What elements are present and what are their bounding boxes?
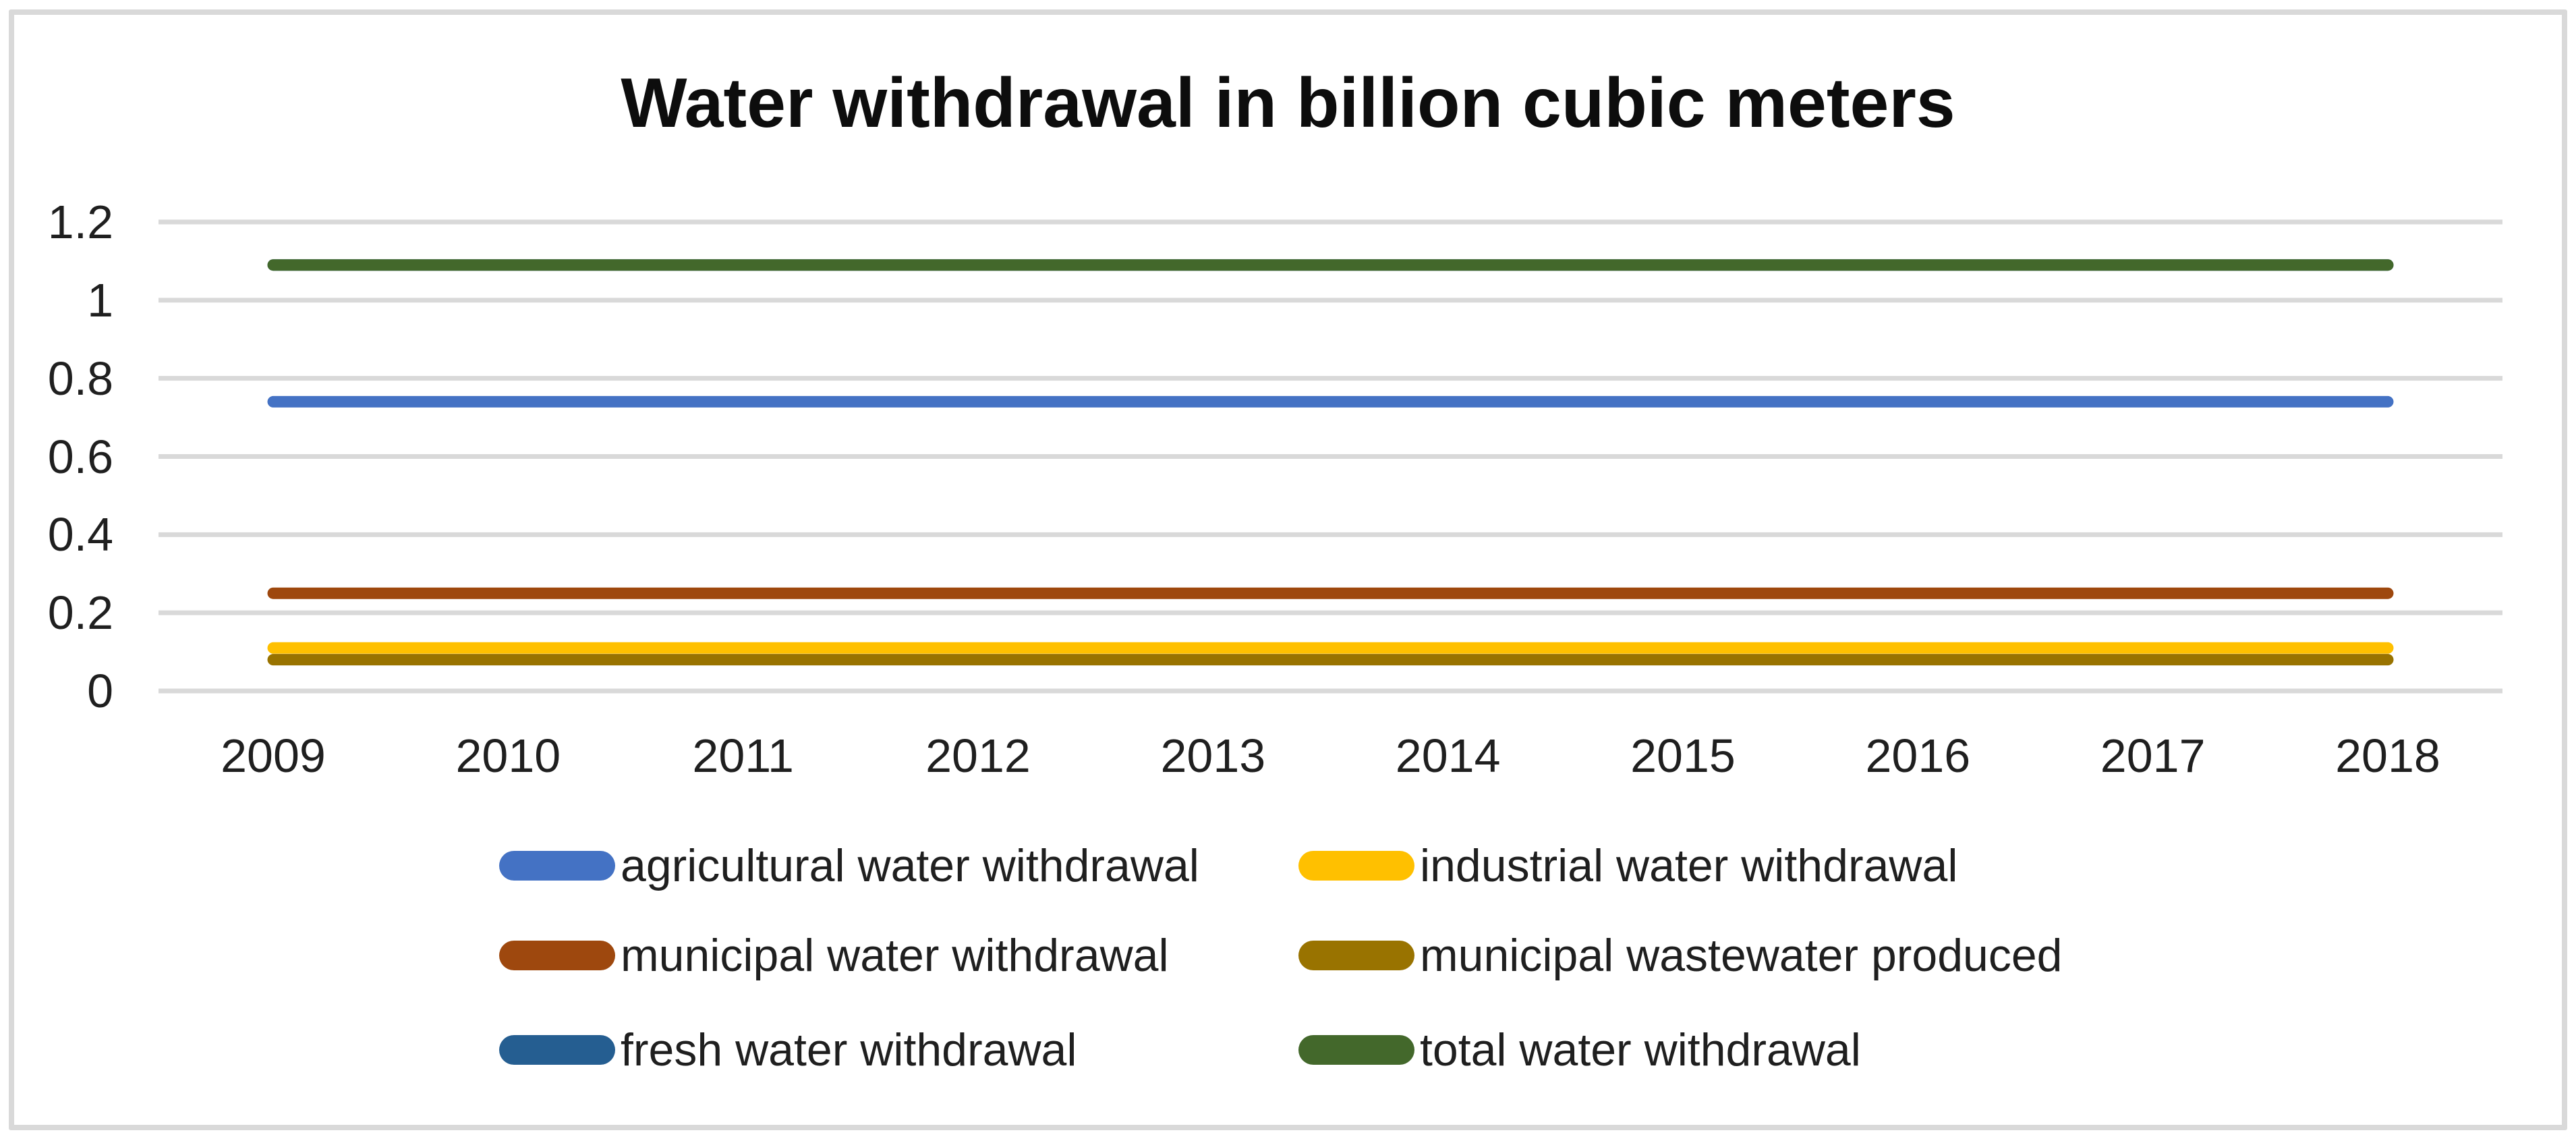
legend-swatch-total bbox=[1298, 1035, 1414, 1065]
legend-item: agricultural water withdrawal bbox=[499, 840, 1199, 891]
legend-label: municipal water withdrawal bbox=[621, 930, 1169, 981]
legend-label: industrial water withdrawal bbox=[1420, 840, 1958, 891]
chart-border-frame bbox=[9, 9, 2567, 1130]
x-tick-label-2016: 2016 bbox=[1865, 729, 1971, 782]
legend-label: fresh water withdrawal bbox=[621, 1024, 1077, 1076]
x-tick-label-2011: 2011 bbox=[692, 729, 794, 782]
y-tick-label-0: 0 bbox=[87, 665, 113, 717]
y-tick-label-0.6: 0.6 bbox=[47, 430, 113, 483]
x-tick-label-2014: 2014 bbox=[1395, 729, 1501, 782]
legend-item: industrial water withdrawal bbox=[1298, 840, 1958, 891]
chart-title: Water withdrawal in billion cubic meters bbox=[621, 64, 1955, 142]
y-tick-label-0.4: 0.4 bbox=[47, 508, 113, 561]
legend-swatch-wastewater bbox=[1298, 941, 1414, 970]
x-tick-label-2009: 2009 bbox=[221, 729, 326, 782]
x-tick-label-2010: 2010 bbox=[455, 729, 561, 782]
x-tick-label-2012: 2012 bbox=[925, 729, 1031, 782]
legend-swatch-industrial bbox=[1298, 851, 1414, 881]
legend-item: fresh water withdrawal bbox=[499, 1024, 1077, 1076]
legend-swatch-agricultural bbox=[499, 851, 615, 881]
y-tick-label-1: 1 bbox=[87, 273, 113, 327]
legend-label: total water withdrawal bbox=[1420, 1024, 1861, 1076]
x-tick-label-2015: 2015 bbox=[1630, 729, 1736, 782]
legend-label: municipal wastewater produced bbox=[1420, 930, 2063, 981]
legend-item: municipal wastewater produced bbox=[1298, 930, 2063, 981]
legend-item: total water withdrawal bbox=[1298, 1024, 1861, 1076]
x-tick-label-2017: 2017 bbox=[2100, 729, 2206, 782]
y-tick-label-0.2: 0.2 bbox=[47, 586, 113, 640]
legend-label: agricultural water withdrawal bbox=[621, 840, 1199, 891]
y-tick-label-1.2: 1.2 bbox=[47, 196, 113, 248]
y-tick-label-0.8: 0.8 bbox=[47, 352, 113, 405]
legend-swatch-freshwater bbox=[499, 1035, 615, 1065]
legend-swatch-municipal bbox=[499, 941, 615, 970]
legend-item: municipal water withdrawal bbox=[499, 930, 1169, 981]
x-tick-label-2013: 2013 bbox=[1160, 729, 1266, 782]
x-tick-label-2018: 2018 bbox=[2335, 729, 2440, 782]
